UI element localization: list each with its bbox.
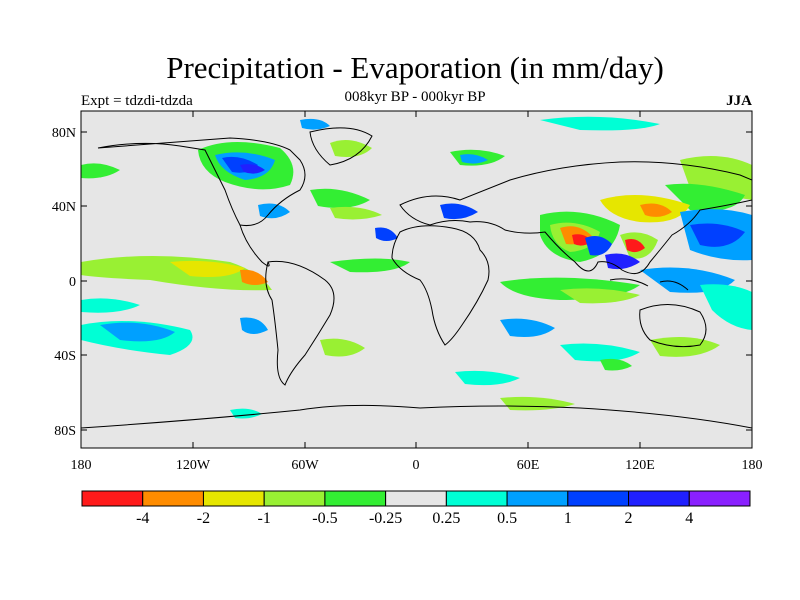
colorbar-label: -0.25 (369, 510, 402, 527)
lat-tick-label: 80N (52, 126, 76, 141)
lon-tick-label: 120E (625, 458, 655, 473)
experiment-label: Expt = tdzdi-tdzda (81, 93, 193, 109)
lon-tick-label: 0 (413, 458, 420, 473)
coastlines (81, 127, 752, 429)
period-label: 008kyr BP - 000kyr BP (344, 89, 486, 105)
colorbar-swatch (263, 490, 326, 507)
colorbar-label: 0.5 (497, 510, 517, 527)
colorbar-swatch (202, 490, 265, 507)
longitude-ticks: 180 120W 60W 0 60E 120E 180 (71, 111, 763, 473)
colorbar-swatch (385, 490, 447, 507)
colorbar-swatch (628, 490, 690, 507)
colorbar-swatch (688, 490, 751, 507)
lat-tick-label: 0 (69, 275, 76, 290)
colorbar-label: 4 (685, 510, 693, 527)
lon-tick-label: 120W (176, 458, 211, 473)
colorbar-label: -4 (136, 510, 149, 527)
lon-tick-label: 180 (71, 458, 92, 473)
colorbar-swatch (324, 490, 387, 507)
lat-tick-label: 40S (54, 349, 76, 364)
colorbar-label: 0.25 (432, 510, 460, 527)
map-title: Precipitation - Evaporation (in mm/day) (166, 50, 664, 85)
anomaly-field (81, 116, 752, 419)
colorbar-swatch (567, 490, 630, 507)
colorbar-label: 2 (625, 510, 633, 527)
lon-tick-label: 180 (742, 458, 763, 473)
lat-tick-label: 80S (54, 424, 76, 439)
lat-tick-label: 40N (52, 200, 76, 215)
colorbar-label: 1 (564, 510, 572, 527)
colorbar-label: -1 (258, 510, 271, 527)
season-label: JJA (726, 93, 752, 109)
colorbar-swatch (445, 490, 508, 507)
colorbar-swatch (506, 490, 569, 507)
lon-tick-label: 60E (517, 458, 540, 473)
latitude-ticks: 80N 40N 0 40S 80S (52, 126, 752, 439)
colorbar-swatch (142, 490, 204, 507)
colorbar-swatch (81, 490, 144, 507)
colorbar-label: -0.5 (312, 510, 337, 527)
colorbar: -4 -2 -1 -0.5 -0.25 0.25 0.5 1 2 4 (81, 490, 751, 527)
lon-tick-label: 60W (291, 458, 319, 473)
colorbar-label: -2 (197, 510, 210, 527)
